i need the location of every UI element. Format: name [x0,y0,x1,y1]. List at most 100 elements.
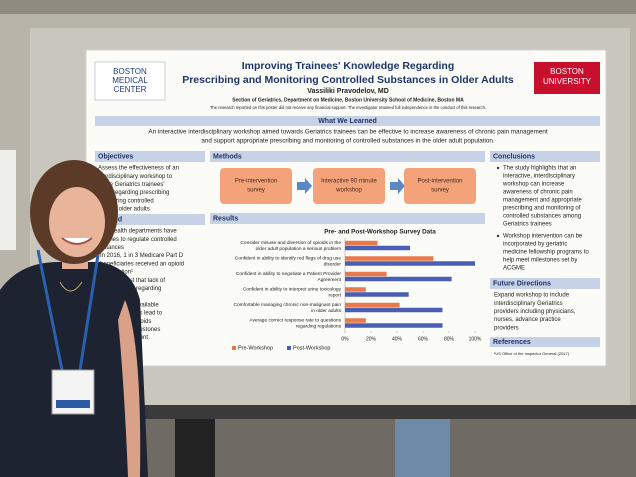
background-text: bstances [100,245,124,251]
poster-sheet [85,49,607,367]
x-tick-label: 100% [469,336,482,342]
category-label: Average correct response rate to questio… [249,318,341,324]
reference-text: ¹US Office of the Inspector General (201… [494,351,570,356]
section-heading: Future Directions [493,280,551,287]
category-label: Confident in ability to identify red fla… [235,256,341,262]
poster-title: Prescribing and Monitoring Controlled Su… [182,74,514,86]
bullet [496,234,500,238]
person [0,160,148,477]
conclusion-text: awareness of chronic pain [503,190,573,196]
section-heading: References [493,339,531,346]
method-step-box [404,168,476,204]
section-header [95,214,205,225]
bar [345,318,366,323]
necklace [59,281,83,292]
x-tick-label: 40% [392,336,403,342]
category-label: older adult population a serious problem [256,246,341,252]
bar [345,287,366,292]
section-header [210,151,485,162]
section-header [490,151,600,162]
bar [345,261,475,266]
method-step: Interactive 90 minute [321,179,377,185]
section-heading: What We Learned [318,118,377,125]
objectives-text: Assess the effectiveness of an [98,166,179,172]
poster: BOSTONMEDICALCENTERBOSTONUNIVERSITYImpro… [85,49,607,367]
background-text: delines to regulate controlled [100,237,177,243]
category-label: disorder [324,262,342,268]
bar [345,245,410,251]
method-step-box [220,168,292,204]
logo-text: BOSTON [113,67,147,76]
objectives-text: nces in older adults [98,207,150,213]
logo-text: BOSTON [550,67,584,76]
logo-text: CENTER [114,85,147,94]
x-tick-label: 80% [444,336,455,342]
bar [345,256,434,261]
future-text: interdisciplinary Geriatrics [494,301,563,307]
section-header [210,213,485,224]
future-text: providers [494,325,519,331]
category-label: Confident in ability to negotiate a Pati… [236,271,341,277]
x-tick-label: 0% [341,336,349,342]
objectives-text: monitoring controlled [98,198,154,204]
logo-text: UNIVERSITY [543,77,592,86]
learned-text: An interactive interdisciplinary worksho… [148,129,547,136]
objectives-text: edge regarding prescribing [98,190,169,196]
bar [345,307,443,313]
lanyard [36,249,100,371]
method-step: Pre-intervention [235,179,277,185]
chart-title: Pre- and Post-Workshop Survey Data [324,229,436,236]
conclusion-text: workshop can increase [502,182,565,188]
conclusion-text: management and appropriate [503,198,582,204]
section-header [95,151,205,162]
conclusion-text: medicine fellowship programs to [503,250,589,256]
category-label: Comfortable managing chronic non-maligna… [234,302,342,308]
future-text: providers including physicians, [494,309,576,315]
arrow [297,178,312,194]
face [49,187,105,257]
bar [345,240,378,246]
category-label: Agreement [318,277,342,283]
bar [345,292,409,297]
neighbor-poster [0,150,16,250]
board-frame [30,405,636,419]
poster-title: Improving Trainees' Knowledge Regarding [242,60,455,72]
arm [118,300,141,477]
conclusion-text: controlled substances among [503,214,581,220]
smile [61,237,93,245]
disclaimer: The research reported on this poster did… [210,105,486,110]
logo-left-box [94,61,166,101]
future-text: Expand workshop to include [494,293,570,299]
legend-label: Pre-Workshop [238,345,273,351]
bar [345,302,400,308]
background-legs [395,419,450,477]
conclusion-text: Workshop intervention can be [503,234,583,240]
category-label: Confident in ability to interpret urine … [243,287,342,293]
future-text: nurses, advance practice [494,317,561,323]
background-text: data suggest that lack of [100,278,165,284]
learned-text: and support appropriate prescribing and … [201,138,495,145]
section-heading: Conclusions [493,153,535,160]
background-text: blic health departments have [100,229,177,235]
conclusion-text: help meet milestones set by [503,258,577,264]
bullet [496,166,500,170]
bar [345,323,443,328]
conclusion-text: interactive, interdisciplinary [503,174,575,180]
logo-text: MEDICAL [112,76,148,85]
background-text: In 2016, 1 in 3 Medicare Part D [100,253,184,259]
x-tick-label: 60% [418,336,429,342]
legend-swatch [287,346,291,350]
section-heading: Objectives [98,153,134,160]
section-header [490,278,600,289]
badge-stripe [56,400,90,408]
objectives-text: nterdisciplinary workshop to [98,174,173,180]
ceiling-edge [0,0,636,14]
method-step: survey [431,188,449,194]
section-heading: Methods [213,153,242,160]
conclusion-text: ACGME [503,266,525,272]
legend-label: Post-Workshop [293,345,331,351]
method-step: survey [247,188,265,194]
category-label: regarding regulations [296,324,342,330]
